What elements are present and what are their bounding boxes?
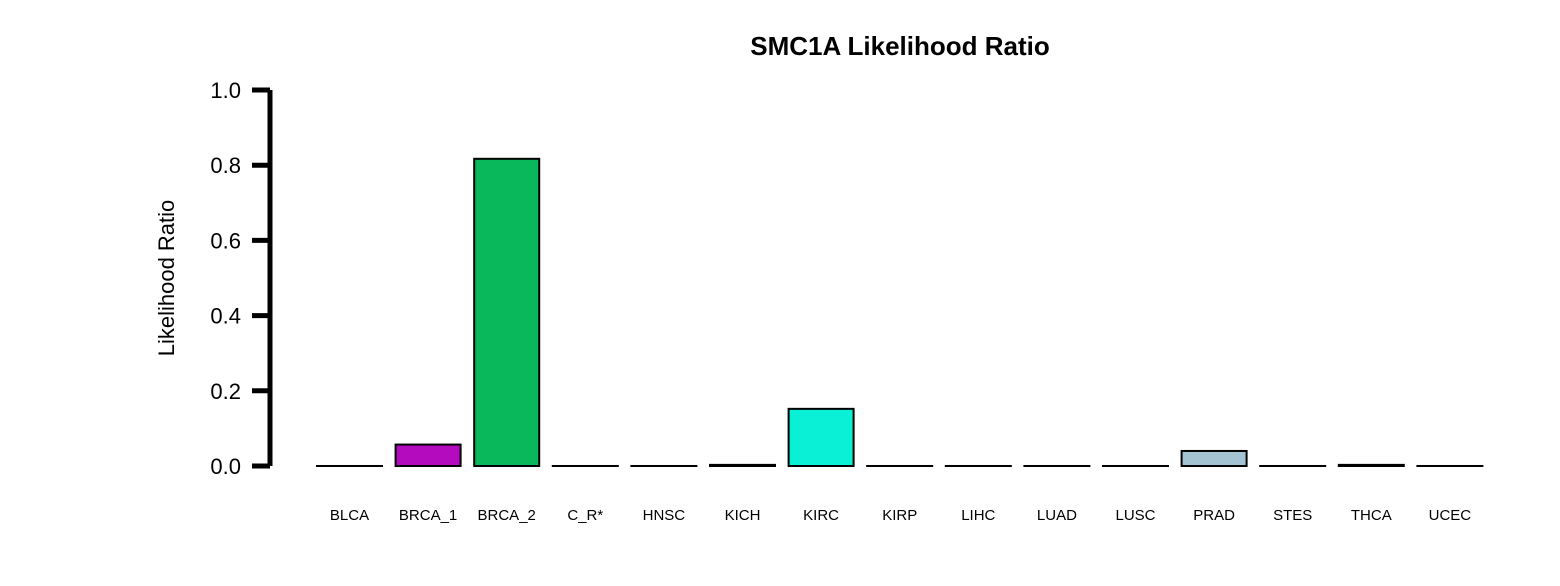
y-tick-label: 0.0 <box>210 454 241 479</box>
y-axis-label: Likelihood Ratio <box>154 200 179 357</box>
x-tick-label: C_R* <box>567 507 603 524</box>
y-tick-label: 0.8 <box>210 153 241 178</box>
bars-group <box>316 157 1484 468</box>
x-tick-label: HNSC <box>643 507 686 524</box>
y-axis-ticks: 0.0 0.2 0.4 0.6 0.8 1.0 <box>210 78 270 479</box>
x-tick-label: LIHC <box>961 507 995 524</box>
x-tick-label: BRCA_2 <box>478 507 536 524</box>
x-tick-label: LUAD <box>1037 507 1077 524</box>
x-tick-label: BLCA <box>330 507 369 524</box>
x-tick-label: KICH <box>725 507 761 524</box>
x-tick-label: LUSC <box>1115 507 1155 524</box>
y-tick-label: 0.4 <box>210 304 241 329</box>
bar-thca <box>1337 463 1405 468</box>
y-tick-label: 1.0 <box>210 78 241 103</box>
x-tick-label: STES <box>1273 507 1312 524</box>
bar-kich <box>709 463 776 468</box>
bar-prad <box>1180 449 1248 467</box>
x-axis-tick-labels: BLCA BRCA_1 BRCA_2 C_R* HNSC KICH KIRC KIRP LIHC… <box>330 507 1471 524</box>
bar-kirc <box>787 407 855 467</box>
x-tick-label: THCA <box>1351 507 1392 524</box>
x-tick-label: BRCA_1 <box>399 507 457 524</box>
x-tick-label: KIRP <box>882 507 917 524</box>
bar-brca-2 <box>473 157 541 467</box>
y-tick-label: 0.2 <box>210 379 241 404</box>
y-tick-label: 0.6 <box>210 228 241 253</box>
x-tick-label: UCEC <box>1429 507 1472 524</box>
x-tick-label: KIRC <box>803 507 839 524</box>
bar-brca-1 <box>394 443 462 467</box>
chart-title: SMC1A Likelihood Ratio <box>750 31 1050 61</box>
x-tick-label: PRAD <box>1193 507 1235 524</box>
